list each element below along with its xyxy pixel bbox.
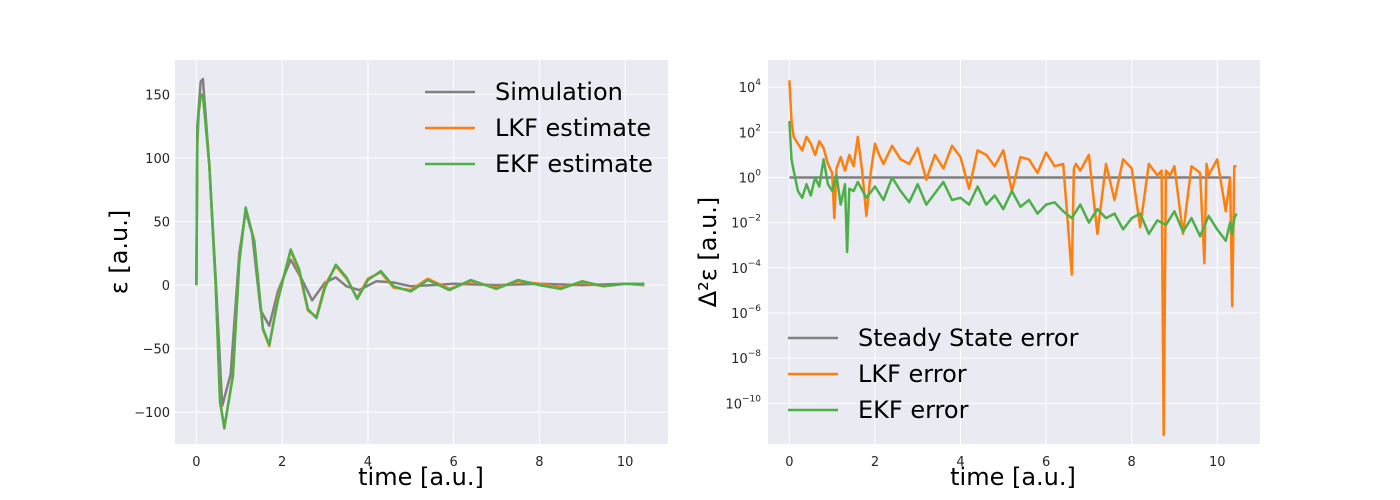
right-series-lines [788,80,1238,437]
right-legend-label: LKF error [858,360,967,388]
left-y-tick-label: 100 [145,152,170,167]
right-x-tick-label: 10 [1209,455,1226,470]
right-plot-area [768,60,1260,444]
right-y-tick-label: 102 [739,123,761,141]
left-y-tick-label: −100 [134,406,170,421]
right-y-axis-label: Δ²ε [a.u.] [694,197,722,308]
left-x-tick-label: 6 [450,455,458,470]
right-y-tick-labels: 104 102 100 10−2 10−4 10−6 10−8 10−10 [725,78,761,412]
left-x-tick-label: 0 [192,455,200,470]
left-y-tick-label: 50 [153,215,170,230]
right-series-line-2 [788,120,1238,254]
left-x-tick-labels: 0 2 4 6 8 10 [192,455,633,470]
left-y-tick-label: −50 [143,343,170,358]
right-y-tick-label: 10−8 [731,349,761,367]
right-y-tick-label: 10−10 [725,394,761,412]
left-series-lines [195,77,645,430]
right-y-tick-label: 100 [739,168,762,186]
left-x-tick-label: 10 [617,455,634,470]
right-y-tick-label: 10−4 [731,259,761,277]
left-chart: 0 2 4 6 8 10 −100 −50 0 50 100 150 time [a.u.] ε [… [105,60,668,491]
left-legend-label: EKF estimate [495,150,653,178]
right-y-tick-label: 10−2 [731,214,761,232]
left-legend: Simulation LKF estimate EKF estimate [425,78,653,178]
right-x-axis-label: time [a.u.] [950,463,1076,491]
left-y-tick-label: 0 [162,279,170,294]
left-y-tick-labels: −100 −50 0 50 100 150 [134,88,170,421]
left-x-tick-label: 4 [364,455,372,470]
right-legend-label: EKF error [858,396,969,424]
left-legend-label: Simulation [495,78,623,106]
left-x-tick-label: 8 [535,455,543,470]
right-legend: Steady State error LKF error EKF error [788,324,1079,424]
right-y-tick-label: 104 [739,78,762,96]
left-legend-label: LKF estimate [495,114,651,142]
left-plot-area [175,60,668,444]
left-x-axis-label: time [a.u.] [358,463,484,491]
right-y-tick-label: 10−6 [731,304,761,322]
right-x-tick-labels: 0 2 4 6 8 10 [785,455,1225,470]
right-x-tick-label: 0 [785,455,793,470]
right-x-tick-label: 6 [1042,455,1050,470]
left-y-tick-label: 150 [145,88,170,103]
right-x-tick-label: 8 [1128,455,1136,470]
left-series-line-2 [195,93,645,429]
right-chart: 0 2 4 6 8 10 104 102 100 10−2 10−4 10−6 10−8 10−10 t… [694,60,1260,491]
right-x-tick-label: 4 [956,455,964,470]
right-series-line-1 [788,80,1237,437]
right-legend-label: Steady State error [858,324,1079,352]
left-x-tick-label: 2 [278,455,286,470]
left-y-axis-label: ε [a.u.] [105,210,133,295]
right-x-tick-label: 2 [871,455,879,470]
